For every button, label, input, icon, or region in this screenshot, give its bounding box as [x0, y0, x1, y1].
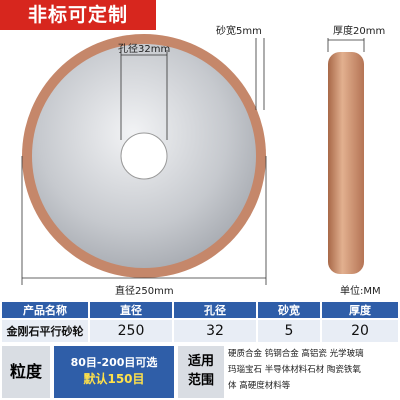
grit-range: 80目-200目可选 [70, 356, 158, 369]
cell: 金刚石平行砂轮 [2, 320, 88, 342]
header-cell: 直径 [90, 302, 172, 318]
data-row: 金刚石平行砂轮 250 32 5 20 [2, 320, 398, 342]
dimension-lines [21, 38, 365, 285]
scope-line: 体 高硬度材料等 [228, 381, 291, 391]
cell: 20 [322, 320, 398, 342]
header-cell: 产品名称 [2, 302, 88, 318]
scope-line: 玛瑙宝石 半导体材料石材 陶瓷铁氧 [228, 365, 361, 375]
header-row: 产品名称 直径 孔径 砂宽 厚度 [2, 302, 398, 318]
banner: 非标可定制 [0, 0, 156, 30]
scope-label: 适用范围 [178, 346, 224, 398]
header-cell: 厚度 [322, 302, 398, 318]
cell: 5 [258, 320, 320, 342]
cell: 32 [174, 320, 256, 342]
spec-table: 产品名称 直径 孔径 砂宽 厚度 金刚石平行砂轮 250 32 5 20 [0, 300, 400, 344]
header-cell: 孔径 [174, 302, 256, 318]
scope-text: 硬质合金 钨钢合金 高铝瓷 光学玻璃 玛瑙宝石 半导体材料石材 陶瓷铁氧 体 高… [228, 346, 398, 398]
unit-label: 单位:MM [340, 286, 381, 297]
wheel-hole [120, 132, 168, 180]
thickness-label: 厚度20mm [333, 26, 386, 37]
grit-label: 粒度 [2, 346, 50, 398]
header-cell: 砂宽 [258, 302, 320, 318]
product-image [21, 34, 365, 285]
cell: 250 [90, 320, 172, 342]
diameter-label: 直径250mm [115, 286, 174, 297]
sand-width-label: 砂宽5mm [216, 26, 262, 37]
hole-label: 孔径32mm [118, 44, 171, 55]
grit-options: 80目-200目可选 默认150目 [54, 346, 174, 398]
scope-line: 硬质合金 钨钢合金 高铝瓷 光学玻璃 [228, 349, 364, 359]
wheel-side [328, 52, 364, 274]
grit-default: 默认150目 [83, 372, 145, 386]
